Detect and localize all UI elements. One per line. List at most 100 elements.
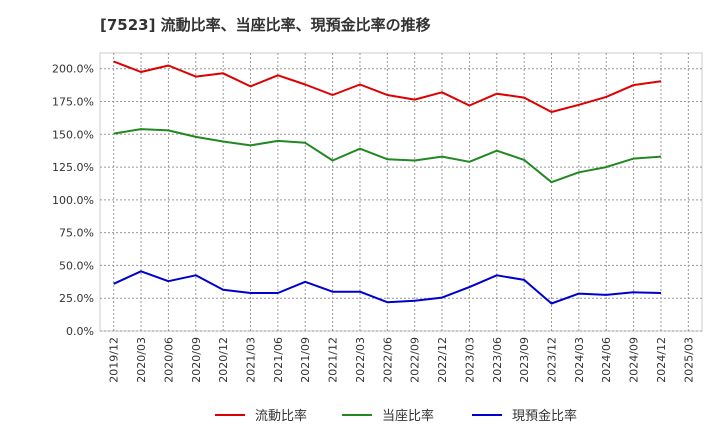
x-tick-label: 2023/09: [518, 337, 531, 383]
data-point: [140, 270, 143, 273]
data-point: [249, 85, 252, 88]
data-point: [222, 288, 225, 291]
data-point: [112, 60, 115, 63]
y-tick-label: 25.0%: [59, 292, 94, 305]
data-point: [386, 93, 389, 96]
y-tick-label: 0.0%: [66, 325, 94, 338]
data-point: [358, 83, 361, 86]
data-point: [167, 64, 170, 67]
x-tick-label: 2024/12: [655, 337, 668, 383]
data-point: [659, 155, 662, 158]
x-tick-label: 2021/03: [245, 337, 258, 383]
y-tick-label: 125.0%: [52, 161, 94, 174]
data-point: [495, 149, 498, 152]
x-tick-label: 2022/03: [354, 337, 367, 383]
data-point: [194, 274, 197, 277]
data-point: [441, 155, 444, 158]
data-point: [468, 104, 471, 107]
data-point: [523, 96, 526, 99]
data-point: [358, 147, 361, 150]
data-point: [167, 280, 170, 283]
data-point: [605, 166, 608, 169]
data-point: [632, 84, 635, 87]
data-point: [386, 301, 389, 304]
x-tick-label: 2019/12: [108, 337, 121, 383]
y-tick-label: 150.0%: [52, 128, 94, 141]
x-tick-label: 2020/06: [162, 337, 175, 383]
data-point: [632, 157, 635, 160]
x-tick-label: 2020/12: [217, 337, 230, 383]
data-point: [331, 93, 334, 96]
data-point: [577, 292, 580, 295]
legend-label: 現預金比率: [512, 408, 577, 424]
series: [112, 60, 662, 305]
data-point: [413, 98, 416, 101]
y-tick-label: 50.0%: [59, 259, 94, 272]
data-point: [605, 95, 608, 98]
y-tick-label: 175.0%: [52, 96, 94, 109]
x-tick-label: 2023/03: [463, 337, 476, 383]
x-tick-label: 2024/09: [628, 337, 641, 383]
data-point: [222, 140, 225, 143]
data-point: [140, 71, 143, 74]
data-point: [194, 135, 197, 138]
data-point: [304, 83, 307, 86]
data-point: [523, 278, 526, 281]
data-point: [659, 291, 662, 294]
data-point: [605, 293, 608, 296]
x-tick-label: 2024/06: [600, 337, 613, 383]
data-point: [276, 74, 279, 77]
data-point: [331, 159, 334, 162]
series-line-1: [113, 60, 662, 113]
data-point: [577, 171, 580, 174]
data-point: [276, 291, 279, 294]
data-point: [222, 72, 225, 75]
series-line-2: [113, 128, 662, 184]
data-point: [112, 132, 115, 135]
data-point: [249, 144, 252, 147]
data-point: [194, 75, 197, 78]
data-point: [632, 291, 635, 294]
data-point: [468, 286, 471, 289]
data-point: [441, 91, 444, 94]
legend: 流動比率 当座比率 現預金比率: [215, 408, 577, 424]
x-tick-label: 2021/09: [299, 337, 312, 383]
x-tick-label: 2023/12: [546, 337, 559, 383]
data-point: [386, 158, 389, 161]
data-point: [495, 274, 498, 277]
data-point: [523, 158, 526, 161]
x-tick-label: 2024/03: [573, 337, 586, 383]
data-point: [550, 111, 553, 114]
data-point: [140, 128, 143, 131]
data-point: [413, 299, 416, 302]
y-tick-label: 200.0%: [52, 63, 94, 76]
legend-label: 流動比率: [255, 408, 307, 424]
y-tick-label: 75.0%: [59, 227, 94, 240]
x-tick-label: 2020/09: [190, 337, 203, 383]
data-point: [550, 181, 553, 184]
x-tick-label: 2020/03: [135, 337, 148, 383]
data-point: [413, 159, 416, 162]
x-tick-label: 2023/06: [491, 337, 504, 383]
x-tick-label: 2022/09: [409, 337, 422, 383]
data-point: [550, 302, 553, 305]
series-line-3: [113, 270, 662, 305]
x-tick-label: 2025/03: [682, 337, 695, 383]
x-tick-label: 2022/06: [381, 337, 394, 383]
data-point: [249, 291, 252, 294]
x-tick-label: 2021/06: [272, 337, 285, 383]
data-point: [495, 92, 498, 95]
data-point: [468, 160, 471, 163]
data-point: [659, 80, 662, 83]
data-point: [577, 103, 580, 106]
plot-area: [99, 52, 703, 332]
data-point: [304, 280, 307, 283]
legend-label: 当座比率: [382, 408, 434, 424]
axes: 0.0% 25.0% 50.0% 75.0% 100.0% 125.0% 150.0% 175…: [52, 63, 695, 383]
chart-title: [7523] 流動比率、当座比率、現預金比率の推移: [100, 16, 431, 34]
y-tick-label: 100.0%: [52, 194, 94, 207]
data-point: [167, 129, 170, 132]
data-point: [331, 290, 334, 293]
data-point: [358, 290, 361, 293]
